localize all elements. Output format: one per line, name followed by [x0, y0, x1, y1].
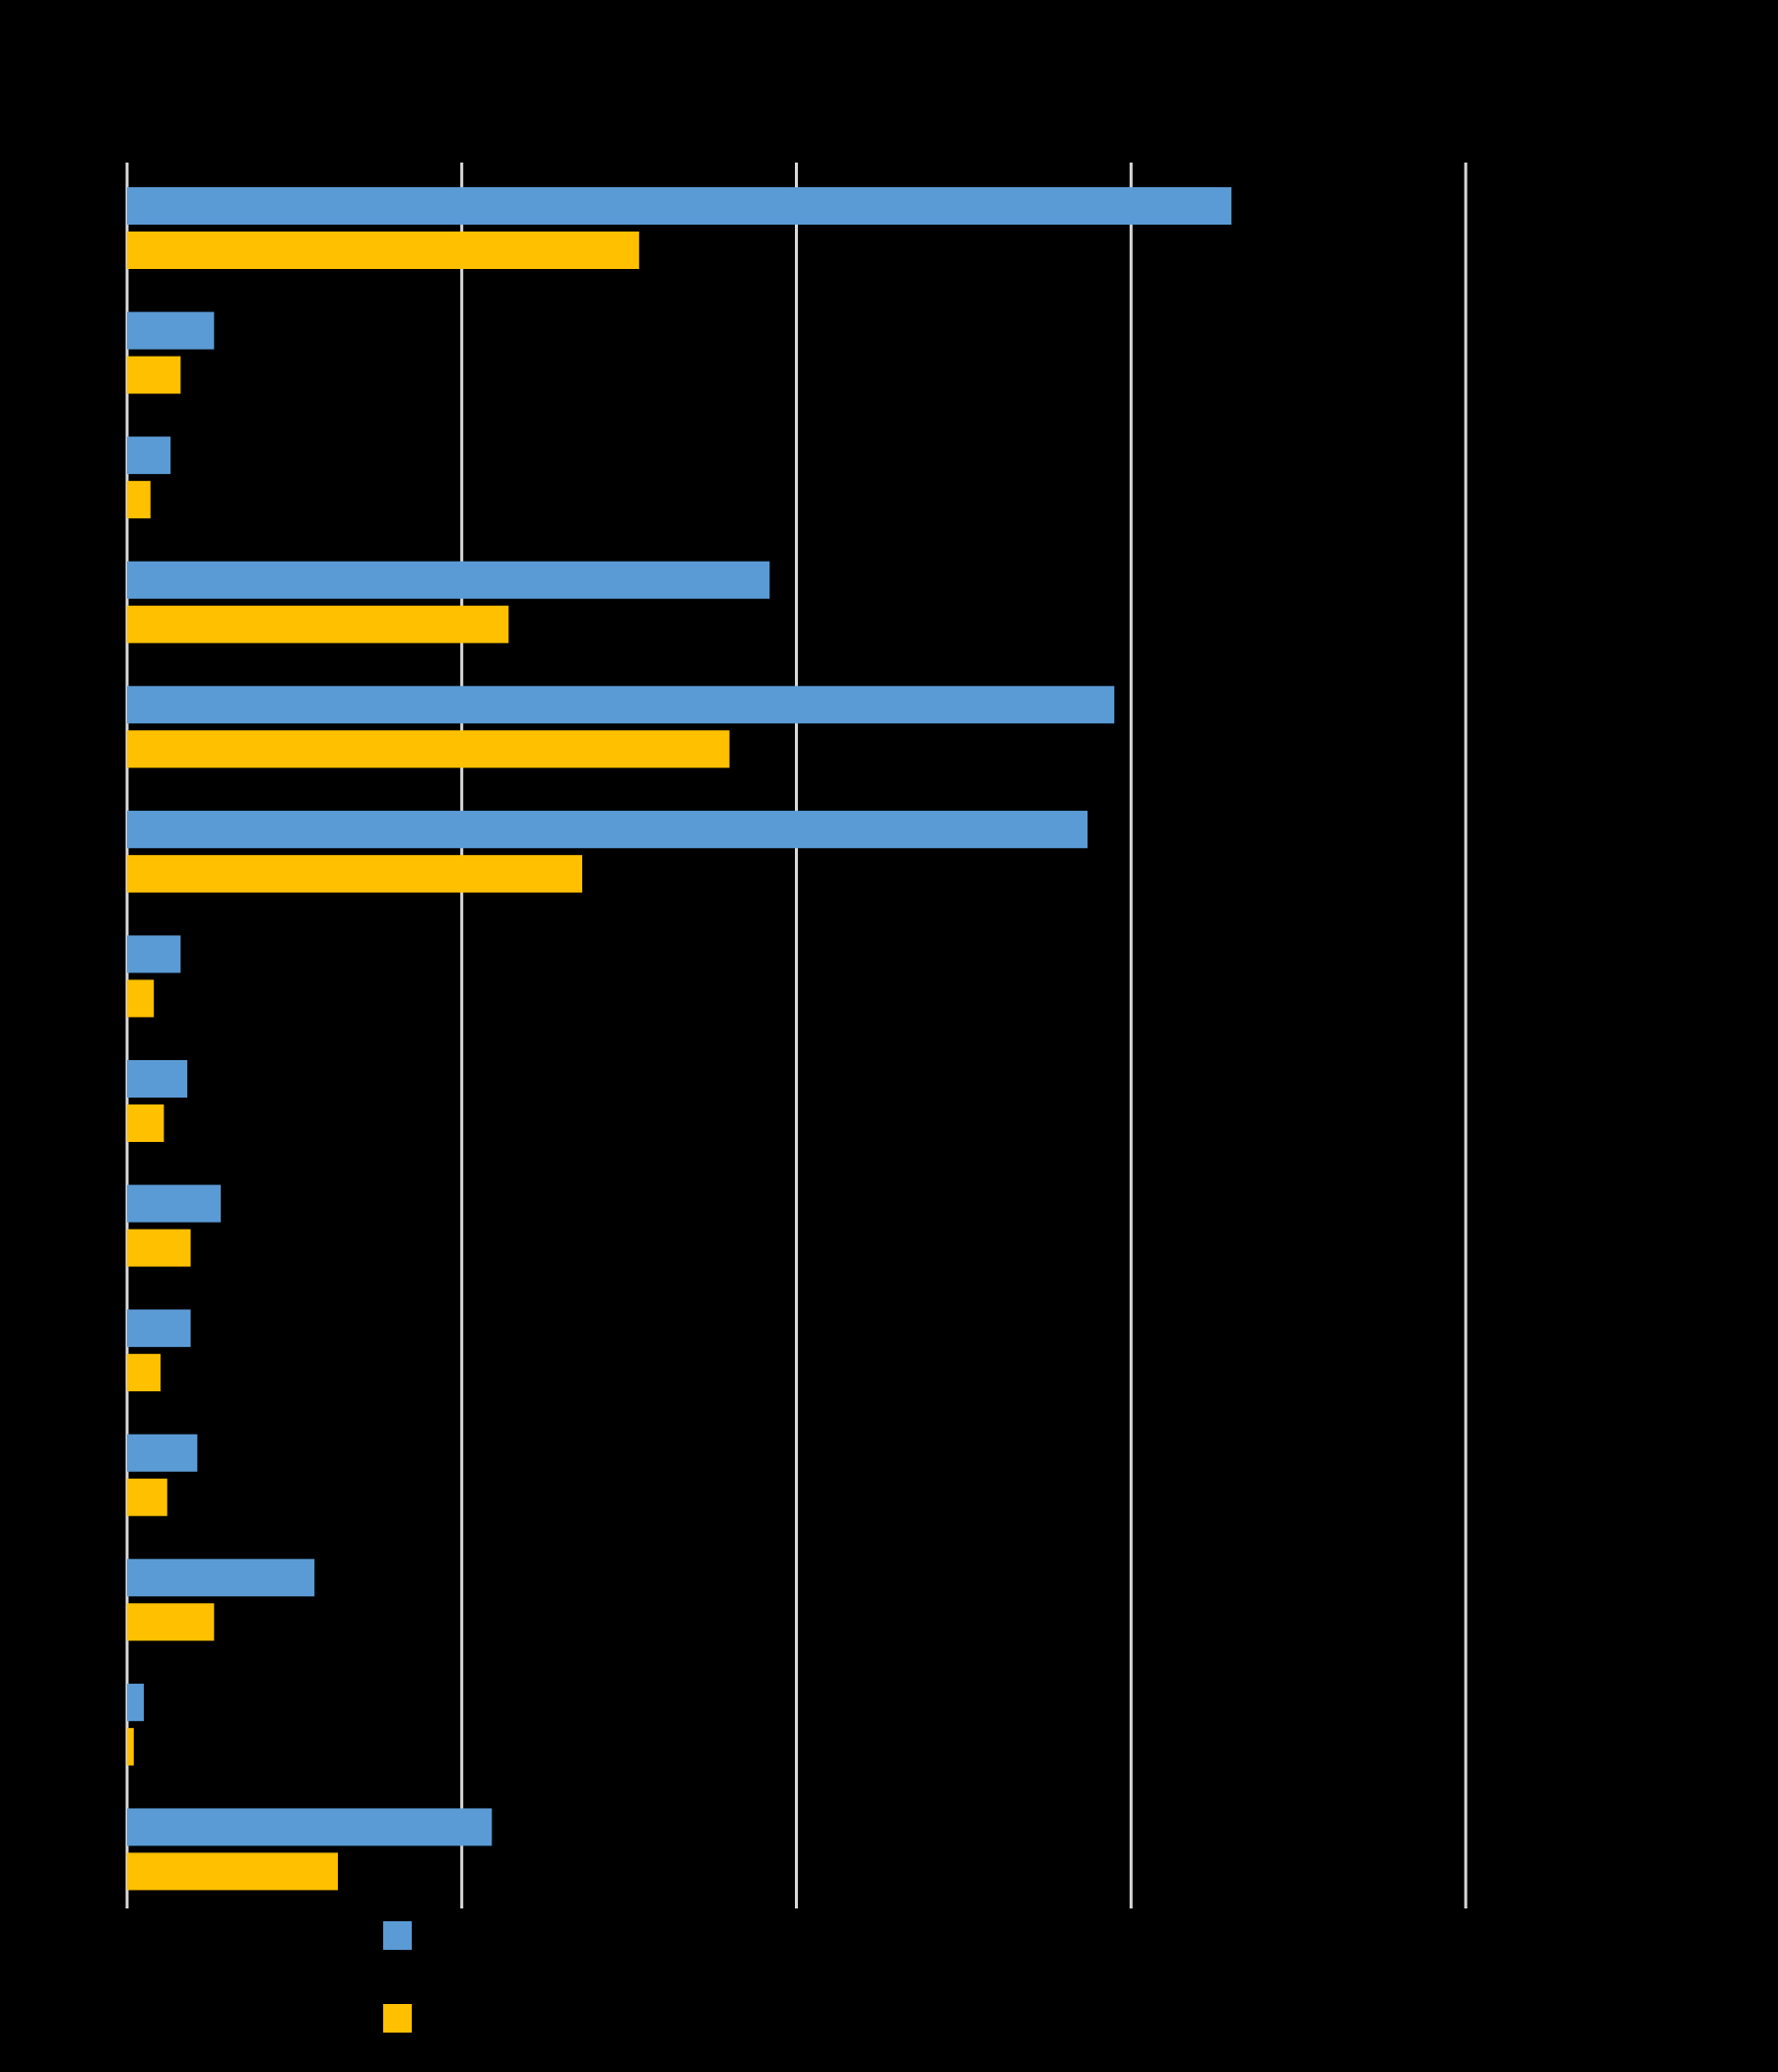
bar-series-2-cat-9: [127, 1229, 191, 1267]
legend: [383, 1921, 412, 2033]
bar-series-2-cat-4: [127, 605, 509, 643]
bar-series-1-cat-1: [127, 187, 1232, 225]
bar-series-1-cat-13: [127, 1683, 144, 1721]
gridlines: [125, 163, 1468, 1908]
legend-swatch-series-2: [383, 2004, 412, 2033]
bar-series-1-cat-7: [127, 935, 181, 973]
bar-series-1-cat-4: [127, 561, 770, 599]
bar-series-2-cat-13: [127, 1727, 134, 1766]
bar-series-2-cat-2: [127, 356, 181, 394]
bar-series-2-cat-7: [127, 979, 155, 1018]
bar-series-1-cat-10: [127, 1309, 191, 1348]
legend-swatch-series-1: [383, 1921, 412, 1950]
bar-series-2-cat-3: [127, 481, 151, 519]
bar-series-1-cat-12: [127, 1559, 315, 1597]
bar-series-2-cat-1: [127, 232, 639, 269]
bar-series-2-cat-11: [127, 1478, 167, 1516]
bar-series-2-cat-8: [127, 1104, 165, 1142]
bar-series-1-cat-2: [127, 311, 215, 350]
bars: [127, 187, 1232, 1891]
bar-series-1-cat-8: [127, 1060, 188, 1098]
bar-series-2-cat-10: [127, 1354, 161, 1392]
bar-series-1-cat-9: [127, 1184, 222, 1223]
bar-series-2-cat-14: [127, 1852, 339, 1891]
bar-series-1-cat-11: [127, 1434, 198, 1472]
bar-series-1-cat-5: [127, 686, 1115, 724]
bar-series-2-cat-12: [127, 1603, 215, 1641]
bar-series-1-cat-6: [127, 810, 1088, 848]
bar-series-1-cat-3: [127, 436, 171, 475]
bar-series-1-cat-14: [127, 1808, 493, 1846]
bar-series-2-cat-6: [127, 854, 583, 893]
bar-series-2-cat-5: [127, 730, 730, 769]
